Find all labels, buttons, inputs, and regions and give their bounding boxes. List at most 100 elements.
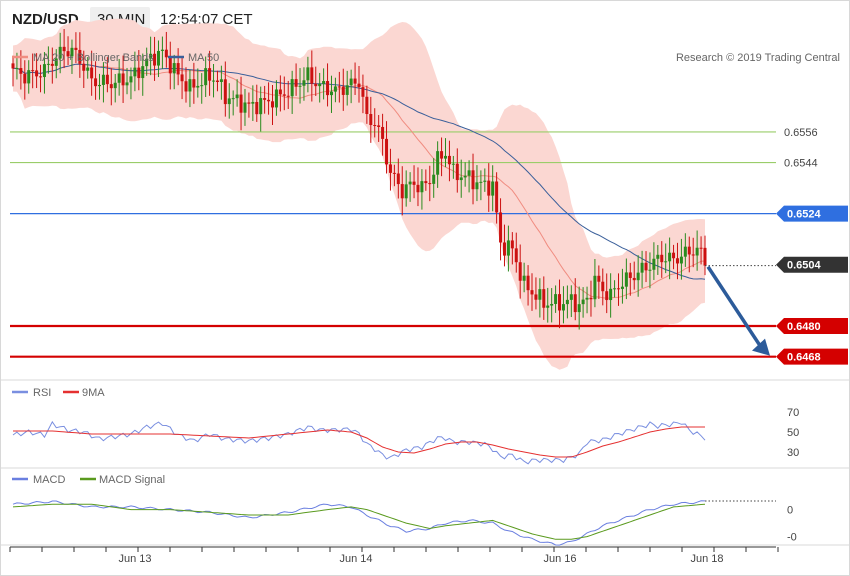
level-tag-label: 0.6480	[787, 321, 821, 333]
candle-bear	[267, 99, 271, 102]
candle-bear	[294, 79, 298, 87]
candle-bear	[672, 252, 676, 259]
rsi-panel: 70 50 30	[12, 407, 799, 465]
candle-bear	[11, 63, 15, 69]
candle-bull	[444, 155, 447, 159]
candle-bull	[54, 58, 58, 66]
candle-bear	[416, 184, 420, 193]
candle-bear	[62, 46, 66, 52]
candle-bull	[149, 53, 153, 59]
candle-bear	[392, 172, 396, 174]
candle-bull	[679, 256, 683, 264]
candle-bull	[479, 181, 483, 183]
candle-bull	[306, 67, 310, 81]
candle-bull	[231, 98, 235, 100]
candle-bear	[314, 83, 318, 87]
candle-bull	[156, 50, 160, 66]
candle-bull	[585, 297, 589, 300]
candle-bull	[129, 76, 133, 83]
candle-bear	[365, 96, 369, 115]
candle-bull	[86, 67, 90, 71]
candle-bear	[424, 181, 428, 184]
candle-bull	[141, 66, 145, 79]
candle-bear	[534, 294, 538, 300]
candle-bear	[605, 291, 609, 301]
macd-panel: 0 -0	[12, 500, 797, 546]
candle-bull	[420, 181, 424, 193]
candle-bear	[208, 68, 212, 81]
candle-bull	[259, 98, 263, 115]
candle-bear	[542, 289, 546, 308]
candle-bull	[483, 180, 487, 182]
candle-bear	[23, 73, 27, 84]
candle-bear	[164, 49, 168, 58]
candle-bear	[184, 81, 188, 92]
legend-main: MA 20 + Bollinger Bands MA 50 Research ©…	[12, 52, 840, 64]
rsi-tick-label: 50	[787, 427, 799, 439]
legend-rsi: RSI 9MA	[12, 387, 105, 399]
candle-bull	[695, 247, 699, 256]
candle-bear	[644, 262, 648, 271]
candle-bear	[447, 155, 451, 165]
candle-bull	[593, 275, 597, 300]
candle-bear	[353, 78, 357, 84]
candle-bear	[703, 247, 707, 266]
candle-bull	[565, 299, 569, 305]
candle-bull	[117, 73, 121, 83]
candle-bull	[538, 289, 542, 300]
candle-bull	[227, 98, 231, 105]
candle-bull	[624, 272, 628, 287]
candle-bull	[290, 79, 294, 97]
copyright-label: Research © 2019 Trading Central	[676, 52, 840, 64]
candle-bear	[326, 81, 330, 96]
candle-bear	[337, 86, 341, 88]
candle-bear	[247, 102, 251, 104]
candle-bull	[145, 58, 149, 67]
candle-bear	[137, 67, 141, 79]
candle-bear	[271, 101, 274, 108]
candle-bull	[546, 305, 550, 308]
candle-bull	[475, 182, 479, 190]
candle-bull	[251, 101, 255, 104]
candle-bull	[322, 81, 326, 84]
candle-bear	[628, 272, 632, 278]
level-tag-blue	[776, 205, 848, 222]
candle-bear	[192, 79, 196, 88]
candle-bear	[66, 51, 70, 57]
legend-rsi-label: RSI	[33, 387, 51, 399]
level-tag-red	[776, 348, 848, 365]
price-tags: 0.6556 0.6544 0.6524 0.6480 0.6468 0.6504	[776, 127, 848, 365]
candle-bear	[168, 57, 172, 74]
candle-bear	[310, 67, 314, 84]
candle-bear	[50, 63, 54, 66]
candle-bull	[318, 83, 322, 87]
candle-bear	[632, 277, 636, 281]
candle-bull	[550, 303, 554, 306]
candle-bear	[471, 170, 475, 190]
candle-bull	[204, 68, 208, 86]
candle-bull	[656, 254, 660, 259]
candle-bear	[369, 114, 373, 126]
candle-bull	[27, 70, 31, 84]
level-tag-label: 0.6524	[787, 209, 822, 221]
candle-bull	[408, 181, 412, 185]
candle-bear	[282, 94, 286, 96]
x-tick-label: Jun 16	[543, 553, 576, 565]
x-tick-label: Jun 18	[690, 553, 723, 565]
candle-bear	[589, 297, 593, 300]
candle-bear	[121, 73, 125, 86]
candle-bull	[15, 68, 19, 70]
candle-bull	[668, 252, 672, 262]
x-tick-label: Jun 14	[339, 553, 372, 565]
candle-bear	[617, 288, 620, 290]
candle-bull	[42, 64, 46, 78]
candle-bull	[569, 294, 573, 300]
legend-rsi-ma-label: 9MA	[82, 387, 105, 399]
candle-bull	[506, 240, 510, 256]
candle-bear	[455, 163, 459, 181]
candle-bear	[263, 98, 267, 100]
candle-bull	[459, 177, 463, 181]
candle-bull	[243, 102, 247, 113]
legend-signal-label: MACD Signal	[99, 474, 165, 486]
time-label: 12:54:07 CET	[160, 11, 253, 28]
